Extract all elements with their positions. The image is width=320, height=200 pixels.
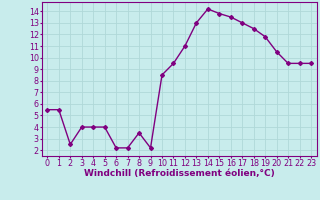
X-axis label: Windchill (Refroidissement éolien,°C): Windchill (Refroidissement éolien,°C) xyxy=(84,169,275,178)
